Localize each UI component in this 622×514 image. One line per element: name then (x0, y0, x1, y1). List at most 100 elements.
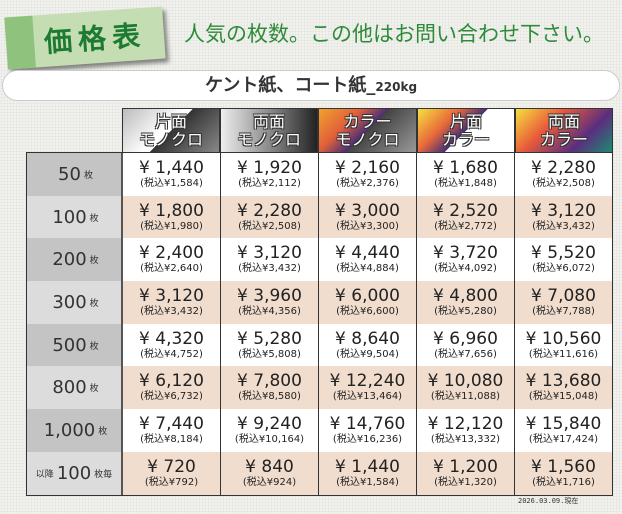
price-tax-included: (税込¥2,508) (532, 177, 595, 189)
price-cell: ¥ 12,240 (税込¥13,464) (319, 366, 417, 410)
price: ¥ 4,320 (139, 328, 204, 349)
price-tax-included: (税込¥7,788) (532, 305, 595, 317)
quantity-label: 800 枚 (27, 366, 123, 410)
price: ¥ 1,440 (139, 157, 204, 178)
price: ¥ 1,680 (433, 157, 498, 178)
price: ¥ 1,440 (335, 456, 400, 477)
price-cell: ¥ 7,080 (税込¥7,788) (515, 281, 612, 324)
tag-stripe (4, 15, 36, 70)
price: ¥ 2,280 (531, 157, 596, 178)
price: ¥ 14,760 (329, 413, 406, 434)
qty-unit: 枚毎 (94, 469, 113, 480)
price-tax-included: (税込¥2,640) (140, 263, 203, 275)
table-row: 500 枚 ¥ 4,320 (税込¥4,752) ¥ 5,280 (税込¥5,808) ¥ … (27, 323, 612, 367)
column-header-line2: モノクロ (138, 129, 203, 149)
price: ¥ 1,560 (531, 456, 596, 477)
price: ¥ 840 (245, 456, 294, 477)
table-row: 100 枚 ¥ 1,800 (税込¥1,980) ¥ 2,280 (税込¥2,508) ¥ … (27, 195, 612, 239)
price-cell: ¥ 3,120 (税込¥3,432) (515, 195, 612, 239)
quantity-label: 以降 100 枚毎 (27, 451, 123, 495)
price-tax-included: (税込¥6,600) (336, 305, 399, 317)
price: ¥ 13,680 (525, 371, 602, 392)
quantity-label: 200 枚 (27, 238, 123, 282)
price-tax-included: (税込¥15,048) (528, 391, 599, 403)
column-header: 両面 カラー (515, 108, 613, 152)
price: ¥ 9,240 (237, 413, 302, 434)
price: ¥ 720 (147, 456, 196, 477)
price-cell: ¥ 6,120 (税込¥6,732) (123, 366, 221, 410)
qty-unit: 枚 (89, 298, 99, 309)
price: ¥ 3,120 (531, 200, 596, 221)
price-cell: ¥ 6,000 (税込¥6,600) (319, 281, 417, 324)
price-cell: ¥ 4,800 (税込¥5,280) (417, 281, 515, 324)
price-tax-included: (税込¥4,752) (140, 348, 203, 360)
price: ¥ 6,120 (139, 371, 204, 392)
price-cell: ¥ 8,640 (税込¥9,504) (319, 323, 417, 367)
qty-unit: 枚 (89, 213, 99, 224)
column-header-line1: カラー (343, 111, 392, 131)
price-cell: ¥ 4,440 (税込¥4,884) (319, 238, 417, 282)
price: ¥ 6,000 (335, 285, 400, 306)
qty-value: 50 (58, 163, 81, 185)
qty-unit: 枚 (89, 256, 99, 267)
qty-value: 300 (52, 291, 87, 313)
price-tax-included: (税込¥17,424) (528, 433, 599, 445)
price: ¥ 3,000 (335, 200, 400, 221)
price-cell: ¥ 3,120 (税込¥3,432) (123, 281, 221, 324)
price: ¥ 12,120 (427, 413, 504, 434)
price: ¥ 8,640 (335, 328, 400, 349)
qty-value: 100 (52, 206, 87, 228)
table-row: 200 枚 ¥ 2,400 (税込¥2,640) ¥ 3,120 (税込¥3,432) ¥ … (27, 238, 612, 282)
column-header-line2: カラー (441, 129, 490, 149)
price-tax-included: (税込¥11,616) (528, 348, 599, 360)
price: ¥ 12,240 (329, 371, 406, 392)
price-table: 50 枚 ¥ 1,440 (税込¥1,584) ¥ 1,920 (税込¥2,112) ¥ 2… (26, 152, 613, 496)
price-tax-included: (税込¥13,332) (430, 433, 501, 445)
price-cell: ¥ 1,800 (税込¥1,980) (123, 195, 221, 239)
qty-unit: 枚 (98, 426, 108, 437)
price-list-tag: 価格表 (4, 6, 166, 70)
price-cell: ¥ 1,200 (税込¥1,320) (417, 451, 515, 495)
price-cell: ¥ 2,160 (税込¥2,376) (319, 153, 417, 196)
price-cell: ¥ 2,400 (税込¥2,640) (123, 238, 221, 282)
price-tax-included: (税込¥3,432) (532, 220, 595, 232)
price-cell: ¥ 720 (税込¥792) (123, 451, 221, 495)
price-tax-included: (税込¥924) (242, 476, 297, 488)
subtitle: 人気の枚数。この他はお問い合わせ下さい。 (184, 22, 604, 46)
qty-value: 800 (52, 377, 87, 399)
price-tax-included: (税込¥1,980) (140, 220, 203, 232)
quantity-label: 500 枚 (27, 323, 123, 367)
price-cell: ¥ 6,960 (税込¥7,656) (417, 323, 515, 367)
price-cell: ¥ 3,120 (税込¥3,432) (221, 238, 319, 282)
qty-value: 1,000 (43, 419, 96, 441)
price-tax-included: (税込¥4,092) (434, 263, 497, 275)
as-of-date: 2026.03.09.現在 (518, 497, 579, 505)
qty-unit: 枚 (89, 384, 99, 395)
table-row: 以降 100 枚毎 ¥ 720 (税込¥792) ¥ 840 (税込¥924) ¥ 1,440… (27, 451, 612, 495)
qty-prefix: 以降 (35, 469, 54, 480)
price-cell: ¥ 1,440 (税込¥1,584) (123, 153, 221, 196)
price: ¥ 7,800 (237, 371, 302, 392)
price: ¥ 2,160 (335, 157, 400, 178)
price: ¥ 10,080 (427, 371, 504, 392)
column-header-line1: 両面 (547, 111, 580, 131)
price-cell: ¥ 13,680 (税込¥15,048) (515, 366, 612, 410)
price: ¥ 3,960 (237, 285, 302, 306)
price-cell: ¥ 10,080 (税込¥11,088) (417, 366, 515, 410)
price-cell: ¥ 10,560 (税込¥11,616) (515, 323, 612, 367)
quantity-label: 50 枚 (27, 153, 123, 196)
price-cell: ¥ 7,440 (税込¥8,184) (123, 409, 221, 452)
price-tax-included: (税込¥2,376) (336, 177, 399, 189)
qty-value: 500 (52, 334, 87, 356)
table-row: 800 枚 ¥ 6,120 (税込¥6,732) ¥ 7,800 (税込¥8,580) ¥ … (27, 366, 612, 410)
quantity-label: 300 枚 (27, 281, 123, 324)
quantity-label: 1,000 枚 (27, 409, 123, 452)
price-cell: ¥ 1,920 (税込¥2,112) (221, 153, 319, 196)
table-row: 1,000 枚 ¥ 7,440 (税込¥8,184) ¥ 9,240 (税込¥10,164… (27, 409, 612, 452)
price: ¥ 4,800 (433, 285, 498, 306)
price-tax-included: (税込¥10,164) (234, 433, 305, 445)
column-header: 片面 モノクロ (122, 108, 220, 152)
price-cell: ¥ 1,440 (税込¥1,584) (319, 451, 417, 495)
price-tax-included: (税込¥1,584) (140, 177, 203, 189)
price-tax-included: (税込¥4,884) (336, 263, 399, 275)
